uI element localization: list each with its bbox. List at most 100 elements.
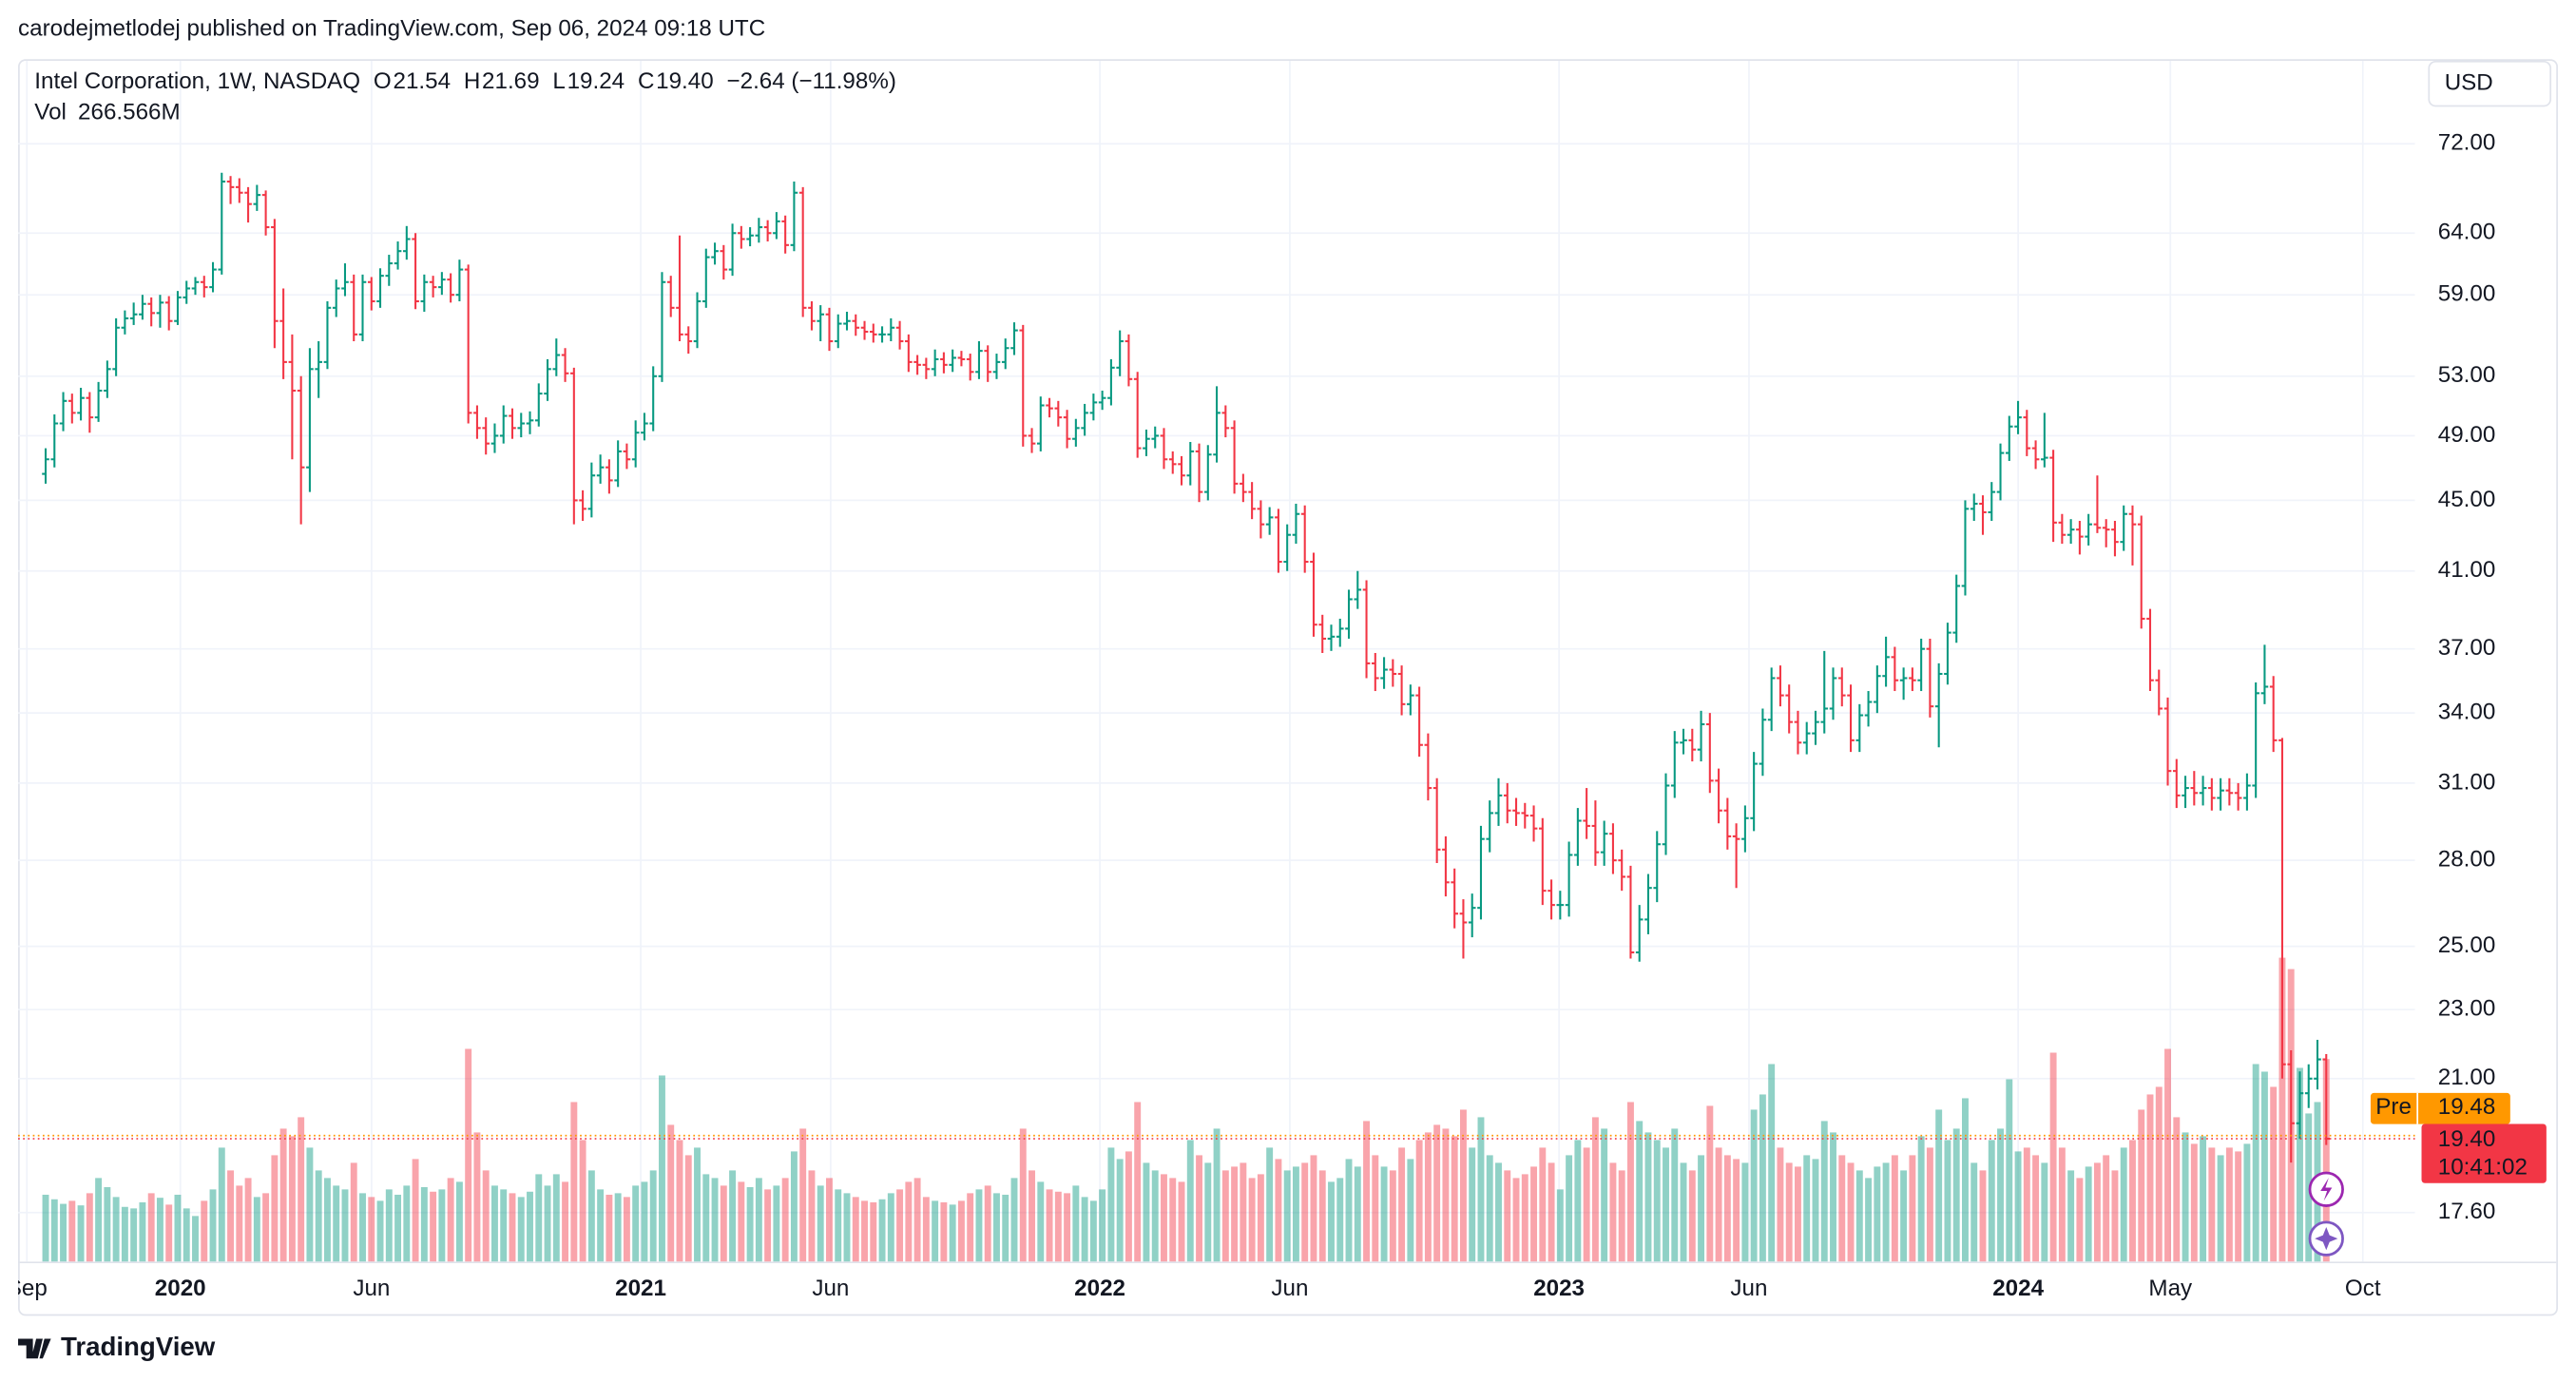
volume-bar xyxy=(68,1200,76,1262)
volume-bar xyxy=(2032,1155,2040,1262)
volume-bar xyxy=(790,1151,798,1262)
volume-bar xyxy=(1785,1162,1793,1262)
volume-bar xyxy=(1213,1128,1221,1262)
volume-bar xyxy=(482,1170,490,1262)
volume-bar xyxy=(121,1206,128,1262)
volume-bar xyxy=(641,1181,648,1262)
x-tick-label: Jun xyxy=(353,1276,390,1301)
volume-bar xyxy=(112,1197,120,1262)
volume-bar xyxy=(1363,1121,1371,1262)
alert-icon-bolt xyxy=(2320,1178,2333,1201)
volume-bar xyxy=(773,1185,780,1262)
y-tick-label: 28.00 xyxy=(2438,847,2496,873)
volume-bar xyxy=(1601,1128,1608,1262)
time-axis: Sep 2020 Jun 2021 Jun 2022 Jun 2023 Jun 2024 May Oc… xyxy=(18,1276,2381,1301)
volume-bar xyxy=(535,1174,543,1262)
volume-bar xyxy=(852,1197,859,1262)
volume-bar xyxy=(799,1128,807,1262)
y-tick-label: 64.00 xyxy=(2438,220,2496,245)
volume-bar xyxy=(1028,1170,1035,1262)
volume-bar xyxy=(403,1185,411,1262)
y-tick-label: 25.00 xyxy=(2438,932,2496,958)
volume-bar xyxy=(2120,1147,2127,1262)
volume-bar xyxy=(2182,1132,2189,1262)
volume-bar xyxy=(104,1186,111,1262)
volume-bar xyxy=(1054,1191,1062,1262)
volume-bar xyxy=(209,1189,217,1262)
y-tick-label: 49.00 xyxy=(2438,422,2496,448)
legend-volume-value: 266.566M xyxy=(78,100,181,125)
volume-bar xyxy=(2103,1155,2110,1262)
volume-bar xyxy=(1196,1155,1202,1262)
volume-bar xyxy=(1812,1159,1819,1262)
volume-bar xyxy=(967,1193,974,1262)
volume-bar xyxy=(2067,1170,2075,1262)
volume-bar xyxy=(306,1147,314,1262)
volume-bar xyxy=(1750,1109,1758,1262)
volume-bar xyxy=(623,1197,630,1262)
y-tick-label: 72.00 xyxy=(2438,130,2496,156)
volume-bar xyxy=(861,1200,868,1262)
y-tick-label: 23.00 xyxy=(2438,996,2496,1022)
volume-bar xyxy=(781,1178,789,1262)
volume-bar xyxy=(1407,1159,1414,1262)
legend-key: H xyxy=(464,68,480,94)
volume-bar xyxy=(500,1189,508,1262)
volume-bar xyxy=(350,1162,357,1262)
volume-bar xyxy=(614,1193,622,1262)
pre-tag-box xyxy=(2370,1092,2510,1124)
legend-symbol: Intel Corporation, 1W, NASDAQ xyxy=(34,68,360,94)
volume-bar xyxy=(359,1193,366,1262)
volume-bar xyxy=(1328,1181,1335,1262)
volume-bar xyxy=(438,1189,446,1262)
volume-bar xyxy=(597,1189,605,1262)
volume-bar xyxy=(694,1147,701,1262)
volume-bar xyxy=(2155,1086,2163,1262)
volume-bar xyxy=(60,1203,67,1262)
x-tick-label: 2024 xyxy=(1992,1276,2044,1301)
volume-bar xyxy=(271,1155,279,1262)
x-tick-label: Oct xyxy=(2345,1276,2381,1301)
legend-value: 19.40 xyxy=(656,68,714,94)
footer-logo[interactable]: TradingView xyxy=(18,1332,216,1361)
volume-bar xyxy=(808,1170,816,1262)
currency-button[interactable]: USD xyxy=(2428,60,2552,107)
volume-bar xyxy=(376,1200,384,1262)
volume-bar xyxy=(394,1194,402,1262)
currency-label[interactable]: USD xyxy=(2445,70,2493,96)
volume-bar xyxy=(192,1216,199,1262)
volume-bar xyxy=(1882,1162,1890,1262)
volume-bar xyxy=(2093,1162,2101,1262)
volume-bar xyxy=(1292,1166,1299,1262)
logo-mark xyxy=(18,1338,51,1359)
currency-box[interactable] xyxy=(2428,60,2552,107)
volume-bar xyxy=(2200,1136,2207,1262)
volume-bar xyxy=(1556,1189,1564,1262)
logo-text[interactable]: TradingView xyxy=(61,1332,216,1361)
volume-bar xyxy=(720,1185,727,1262)
volume-bar xyxy=(147,1193,155,1262)
volume-bar xyxy=(1874,1166,1881,1262)
volume-bar xyxy=(2190,1143,2198,1262)
volume-bar xyxy=(949,1204,956,1262)
volume-bar xyxy=(2173,1117,2181,1262)
legend-change: −2.64 (−11.98%) xyxy=(727,68,896,94)
volume-bar xyxy=(1865,1178,1873,1262)
volume-bar xyxy=(746,1186,754,1262)
volume-bar xyxy=(1768,1064,1776,1262)
volume-bar xyxy=(491,1185,498,1262)
volume-bar xyxy=(1698,1155,1705,1262)
volume-bar xyxy=(1900,1170,1908,1262)
volume-bar xyxy=(1283,1170,1291,1262)
volume-bar xyxy=(253,1197,260,1262)
volume-bar xyxy=(552,1174,560,1262)
volume-bar xyxy=(1521,1174,1528,1262)
volume-bar xyxy=(562,1181,569,1262)
volume-bar xyxy=(385,1189,393,1262)
volume-bar xyxy=(95,1178,103,1262)
side-icons[interactable] xyxy=(2308,1171,2344,1257)
volume-bar xyxy=(2260,1071,2268,1262)
volume-bar xyxy=(676,1140,683,1262)
volume-bar xyxy=(218,1147,225,1262)
